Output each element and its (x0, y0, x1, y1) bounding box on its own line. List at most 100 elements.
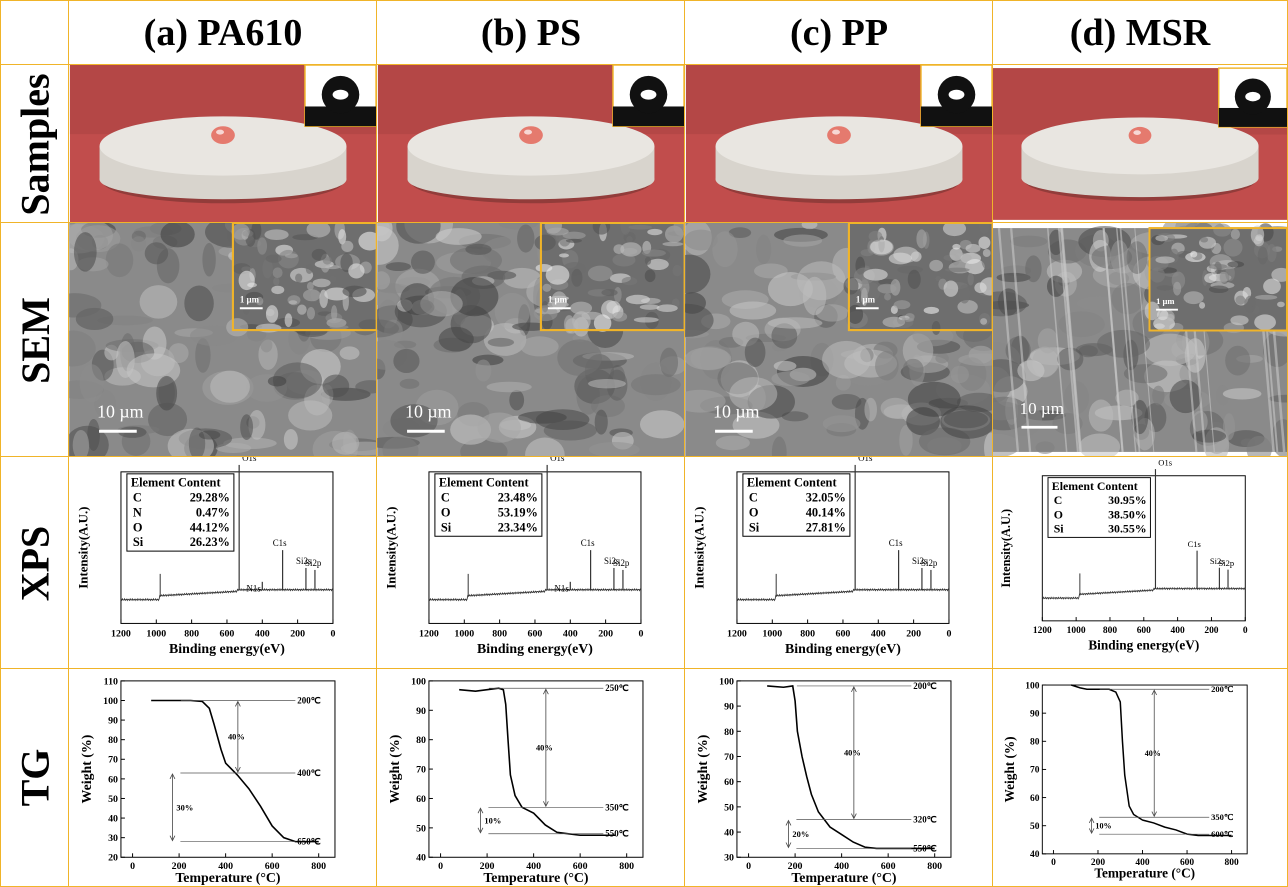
tg-ytick-label: 90 (724, 702, 734, 713)
xps-peak-label: O1s (550, 457, 565, 463)
tg-drop-label: 30% (176, 802, 193, 812)
tg-drop-label: 40% (228, 732, 245, 742)
sem-inset: 1 µm (533, 223, 685, 337)
xps-xtick-label: 800 (184, 628, 199, 639)
sample-illustration (685, 65, 993, 223)
tg-xtick-label: 800 (1224, 858, 1238, 868)
tg-curve (767, 685, 935, 850)
xps-peak-label: Si2p (613, 558, 630, 568)
xps-spectrum: 1200 1000 800 600 400 200 0 Binding energy(eV) I… (76, 457, 335, 657)
element-percent: 23.48% (498, 491, 538, 505)
element-symbol: Si (133, 535, 144, 549)
xps-xtick-label: 1200 (727, 628, 747, 639)
tg-ytick-label: 60 (1030, 794, 1040, 804)
element-percent: 30.55% (1108, 522, 1147, 536)
xps-xlabel: Binding energy(eV) (169, 641, 285, 657)
tg-panel-b: 0 200 400 600 800 40 50 60 70 80 90 100 Temperature … (376, 668, 686, 887)
sample-illustration (69, 65, 377, 223)
tg-xtick-label: 600 (573, 861, 588, 872)
column-header-c: (c) PP (684, 0, 994, 66)
tg-xtick-label: 200 (172, 861, 187, 872)
element-symbol: Si (1054, 522, 1065, 536)
tg-temp-label: 350℃ (605, 802, 628, 812)
element-percent: 0.47% (196, 505, 230, 519)
tg-temp-label: 200℃ (1211, 684, 1234, 694)
tg-ylabel: Weight (%) (80, 735, 95, 804)
tg-ytick-label: 40 (1030, 850, 1040, 860)
xps-peak-label: Si2s (912, 556, 928, 566)
tg-chart: 0 200 400 600 800 40 50 60 70 80 90 100 Temperature … (388, 676, 644, 886)
tg-xtick-label: 800 (927, 861, 942, 872)
sample-illustration (377, 65, 685, 223)
tg-xlabel: Temperature (°C) (483, 871, 588, 886)
tg-ytick-label: 40 (108, 814, 118, 825)
tg-xlabel: Temperature (°C) (175, 871, 280, 886)
xps-baseline (120, 587, 334, 602)
xps-xtick-label: 600 (836, 628, 851, 639)
xps-xtick-label: 1000 (454, 628, 474, 639)
tg-chart: 0 200 400 600 800 40 50 60 70 80 90 100 Temperature … (1002, 681, 1248, 881)
tg-xtick-label: 400 (526, 861, 541, 872)
droplet-highlight (832, 129, 840, 135)
element-percent: 38.50% (1108, 507, 1147, 521)
tg-ytick-label: 40 (724, 828, 734, 839)
element-percent: 27.81% (806, 520, 846, 534)
xps-ylabel: Intensity(A.U.) (384, 507, 398, 589)
xps-xtick-label: 1200 (419, 628, 439, 639)
element-content-title: Element Content (1052, 479, 1138, 493)
sem-inset: 1 µm (1144, 223, 1287, 334)
sem-illustration: 1 µm 10 µm (993, 223, 1287, 457)
element-content-title: Element Content (131, 476, 222, 490)
main-scale-label: 10 µm (97, 401, 144, 421)
column-header-a: (a) PA610 (68, 0, 378, 66)
xps-axes-frame (736, 471, 950, 624)
xps-xtick-label: 200 (1204, 626, 1218, 636)
tg-temp-label: 400℃ (297, 768, 320, 778)
xps-peak-label: Si2p (305, 558, 322, 568)
tg-ytick-label: 40 (416, 853, 426, 864)
tg-temp-label: 250℃ (605, 683, 628, 693)
tg-ytick-label: 90 (108, 716, 118, 727)
tg-ytick-label: 50 (1030, 822, 1040, 832)
xps-xtick-label: 800 (492, 628, 507, 639)
tg-ytick-label: 70 (724, 752, 734, 763)
tg-ytick-label: 90 (416, 706, 426, 717)
xps-peak-label: Si2p (1219, 558, 1235, 568)
xps-peak-label: N1s (554, 584, 569, 594)
tg-ylabel: Weight (%) (1002, 736, 1017, 802)
xps-xtick-label: 1000 (146, 628, 166, 639)
xps-panel-d: 1200 1000 800 600 400 200 0 Binding energy(eV) I… (992, 456, 1288, 670)
element-symbol: Si (441, 520, 452, 534)
tg-panel-a: 0 200 400 600 800 20 30 40 50 60 70 80 90 100 110 Tempe… (68, 668, 378, 887)
tg-drop-label: 40% (844, 748, 861, 758)
tg-drop-label: 10% (1095, 822, 1111, 831)
tg-temp-label: 200℃ (297, 695, 320, 705)
element-symbol: O (1054, 507, 1063, 521)
disc-top (715, 116, 963, 176)
xps-panel-b: 1200 1000 800 600 400 200 0 Binding energy(eV) I… (376, 456, 686, 670)
tg-ytick-label: 50 (724, 802, 734, 813)
tg-xtick-label: 600 (1180, 858, 1194, 868)
element-percent: 23.34% (498, 520, 538, 534)
tg-temp-label: 650℃ (297, 837, 320, 847)
xps-xtick-label: 800 (1103, 626, 1117, 636)
xps-xtick-label: 400 (255, 628, 270, 639)
xps-xtick-label: 600 (1137, 626, 1151, 636)
tg-ytick-label: 20 (108, 853, 118, 864)
element-symbol: O (133, 520, 143, 534)
tg-ytick-label: 30 (724, 853, 734, 864)
xps-peak-label: C1s (581, 538, 595, 548)
tg-xtick-label: 600 (881, 861, 896, 872)
droplet-highlight (524, 129, 532, 135)
tg-ytick-label: 70 (1030, 766, 1040, 776)
element-symbol: C (1054, 493, 1063, 507)
tg-curve (1071, 684, 1232, 837)
tg-temp-label: 550℃ (605, 829, 628, 839)
tg-xtick-label: 200 (788, 861, 803, 872)
tg-ytick-label: 80 (416, 735, 426, 746)
water-droplet (1128, 126, 1152, 144)
water-droplet (211, 126, 235, 144)
